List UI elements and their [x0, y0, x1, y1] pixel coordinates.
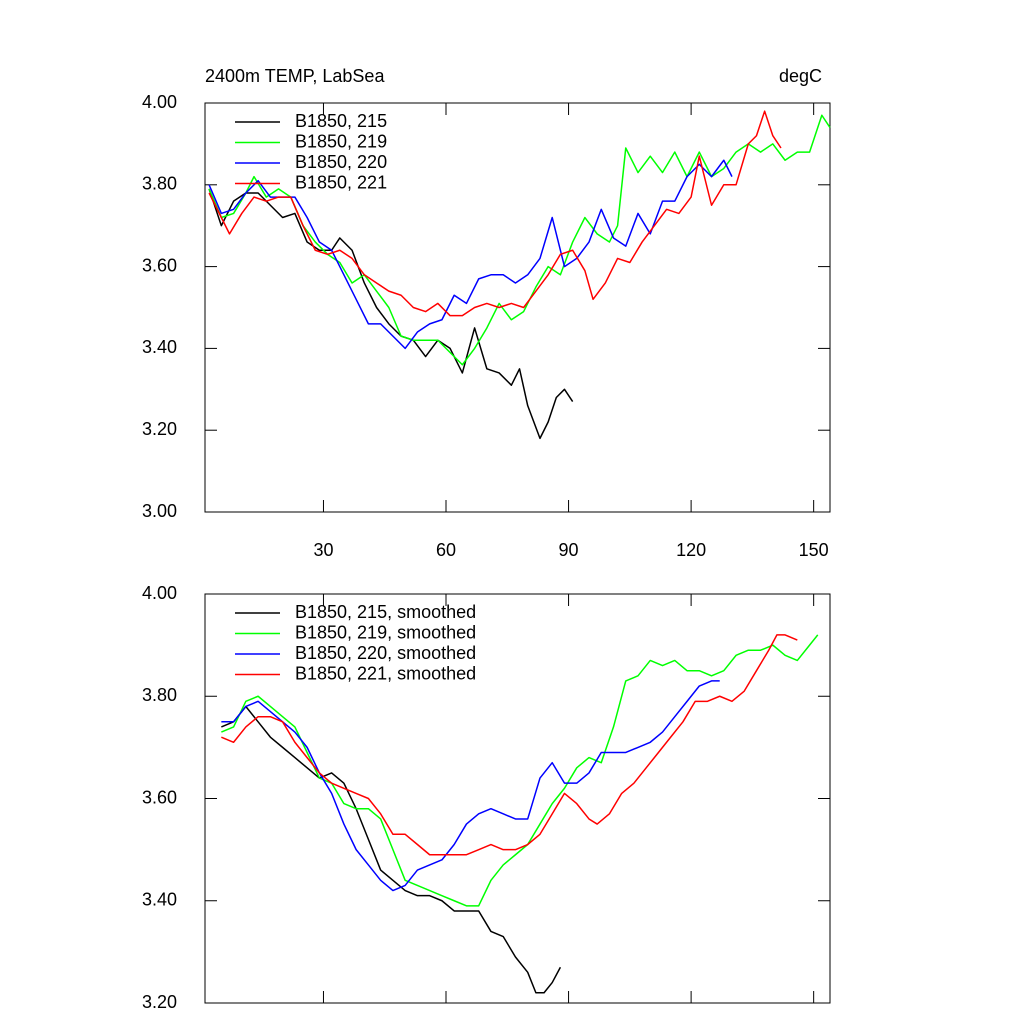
series-line	[221, 634, 798, 856]
y-tick-label: 4.00	[142, 583, 177, 603]
chart-title: 2400m TEMP, LabSea	[205, 66, 385, 86]
series-line	[208, 159, 733, 350]
y-tick-label: 4.00	[142, 92, 177, 112]
unit-label: degC	[779, 66, 822, 86]
legend-label: B1850, 221	[295, 172, 387, 192]
legend-label: B1850, 220	[295, 152, 387, 172]
y-tick-label: 3.80	[142, 174, 177, 194]
x-tick-label: 150	[799, 540, 829, 560]
x-tick-label: 60	[436, 540, 456, 560]
series-line	[208, 110, 782, 317]
legend-label: B1850, 215, smoothed	[295, 602, 476, 622]
y-tick-label: 3.20	[142, 419, 177, 439]
y-tick-label: 3.80	[142, 685, 177, 705]
series-line	[208, 114, 831, 366]
y-tick-label: 3.20	[142, 992, 177, 1012]
y-tick-label: 3.40	[142, 337, 177, 357]
x-tick-label: 120	[676, 540, 706, 560]
y-tick-label: 3.60	[142, 787, 177, 807]
x-tick-label: 30	[313, 540, 333, 560]
y-tick-label: 3.60	[142, 255, 177, 275]
x-tick-label: 90	[559, 540, 579, 560]
legend-label: B1850, 221, smoothed	[295, 663, 476, 683]
legend-label: B1850, 215	[295, 111, 387, 131]
y-tick-label: 3.00	[142, 501, 177, 521]
series-line	[221, 705, 562, 994]
series-line	[221, 680, 720, 892]
series-line	[221, 634, 819, 907]
plot-frame	[204, 102, 831, 513]
legend-label: B1850, 220, smoothed	[295, 643, 476, 663]
legend-label: B1850, 219	[295, 131, 387, 151]
legend-label: B1850, 219, smoothed	[295, 622, 476, 642]
y-tick-label: 3.40	[142, 890, 177, 910]
